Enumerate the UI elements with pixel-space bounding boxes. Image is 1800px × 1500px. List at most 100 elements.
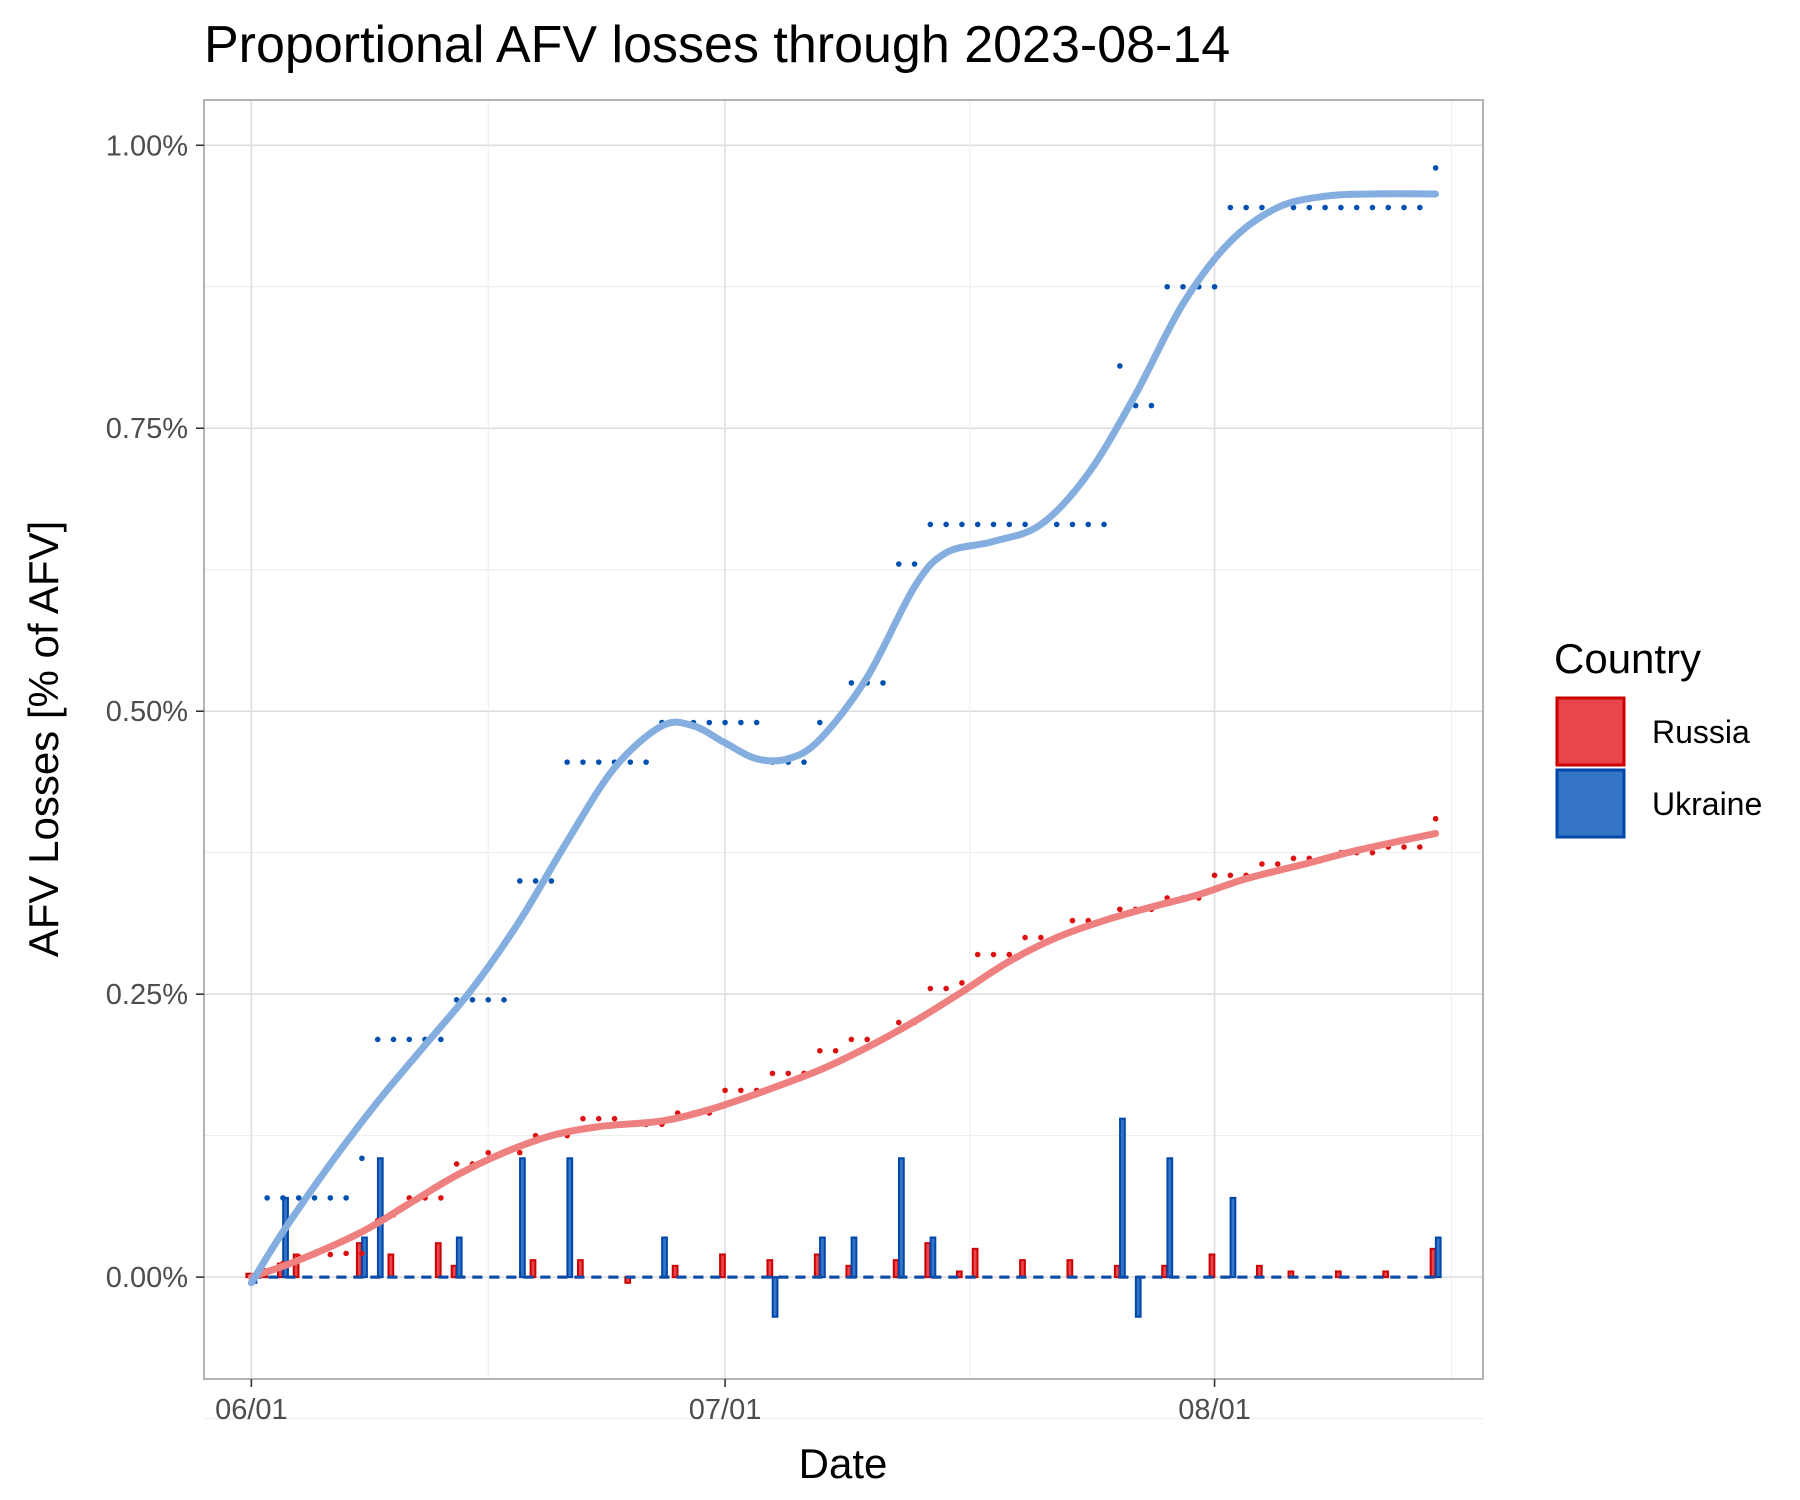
daily-bar-russia (434, 1242, 442, 1279)
point-ukraine (1117, 363, 1123, 369)
point-ukraine (1401, 204, 1407, 211)
point-russia (1006, 951, 1013, 958)
point-ukraine (501, 997, 507, 1003)
daily-bar-russia (1066, 1259, 1074, 1279)
point-ukraine (1148, 402, 1155, 409)
point-russia (722, 1087, 728, 1094)
point-ukraine (1053, 521, 1060, 528)
point-ukraine (438, 1036, 444, 1043)
point-ukraine (1227, 204, 1234, 211)
point-russia (1369, 849, 1376, 856)
point-russia (1290, 855, 1297, 862)
trend-line-russia (247, 829, 1440, 1281)
point-russia (1417, 844, 1423, 850)
point-russia (359, 1250, 365, 1257)
point-russia (817, 1047, 823, 1054)
legend-key-russia (1555, 696, 1626, 767)
daily-bar-russia (671, 1264, 679, 1279)
point-ukraine (1006, 521, 1013, 528)
point-ukraine (1385, 204, 1392, 211)
grid (204, 100, 1483, 1420)
point-ukraine (1101, 521, 1107, 528)
daily-bar-russia (1429, 1247, 1437, 1279)
point-russia (343, 1250, 349, 1257)
point-russia (1069, 917, 1076, 924)
point-russia (943, 985, 949, 992)
point-russia (1401, 844, 1407, 850)
point-russia (738, 1087, 744, 1094)
point-ukraine (390, 1036, 397, 1043)
point-russia (927, 985, 934, 992)
daily-bar-ukraine (1166, 1157, 1174, 1279)
point-ukraine (627, 759, 634, 765)
point-russia (848, 1036, 855, 1043)
point-ukraine (1164, 283, 1170, 290)
point-ukraine (595, 759, 602, 765)
daily-bar-ukraine (566, 1157, 574, 1279)
point-ukraine (1290, 204, 1297, 211)
point-ukraine (1369, 204, 1376, 211)
daily-bar-russia (1113, 1264, 1121, 1279)
point-ukraine (1417, 204, 1423, 211)
daily-bar-ukraine (519, 1157, 526, 1279)
point-ukraine (1322, 204, 1328, 211)
point-russia (1274, 861, 1281, 867)
daily-bar-russia (355, 1242, 363, 1279)
point-ukraine (1085, 521, 1092, 528)
daily-bar-ukraine (661, 1236, 668, 1279)
point-russia (1022, 934, 1028, 941)
point-ukraine (564, 759, 570, 765)
point-russia (1117, 906, 1123, 913)
point-ukraine (927, 521, 934, 528)
chart-title: Proportional AFV losses through 2023-08-… (204, 16, 1230, 74)
y-tick-label: 0.00% (106, 1262, 188, 1294)
daily-bar-russia (845, 1264, 853, 1279)
point-russia (327, 1251, 334, 1258)
y-tick-label: 0.25% (106, 979, 188, 1011)
point-ukraine (1353, 204, 1360, 211)
point-ukraine (1432, 165, 1439, 171)
point-ukraine (280, 1195, 286, 1201)
point-ukraine (1338, 204, 1344, 211)
plot-background (204, 100, 1483, 1379)
daily-bar-ukraine (898, 1157, 905, 1279)
point-ukraine (643, 759, 649, 765)
point-ukraine (469, 997, 476, 1003)
daily-bar-russia (719, 1253, 726, 1279)
legend-label-russia: Russia (1652, 714, 1750, 750)
point-ukraine (911, 561, 918, 567)
point-ukraine (264, 1195, 270, 1201)
point-ukraine (406, 1036, 413, 1043)
legend: Country Russia Ukraine (1554, 635, 1762, 839)
point-ukraine (517, 878, 523, 884)
daily-bar-russia (813, 1253, 821, 1279)
point-russia (485, 1149, 492, 1156)
point-ukraine (485, 997, 492, 1003)
point-ukraine (374, 1036, 381, 1043)
daily-bar-russia (1208, 1253, 1216, 1279)
point-ukraine (895, 561, 902, 567)
trend-line-ukraine (247, 190, 1440, 1287)
point-ukraine (817, 719, 823, 726)
point-ukraine (1132, 402, 1139, 409)
daily-bar-russia (1382, 1270, 1390, 1279)
point-ukraine (943, 521, 949, 528)
point-ukraine (722, 719, 728, 726)
point-russia (974, 951, 981, 958)
y-axis-title: AFV Losses [% of AFV] (20, 521, 67, 958)
point-ukraine (801, 759, 807, 765)
point-ukraine (990, 521, 997, 528)
point-ukraine (706, 719, 713, 726)
point-russia (785, 1070, 792, 1077)
point-russia (580, 1115, 586, 1122)
daily-bar-ukraine (819, 1236, 826, 1279)
point-russia (438, 1195, 444, 1201)
daily-bar-russia (387, 1253, 395, 1279)
point-russia (1227, 872, 1234, 879)
daily-bar-ukraine (455, 1236, 463, 1279)
point-ukraine (848, 680, 855, 686)
daily-bar-russia (892, 1259, 900, 1279)
point-russia (990, 951, 997, 958)
point-ukraine (532, 878, 539, 884)
